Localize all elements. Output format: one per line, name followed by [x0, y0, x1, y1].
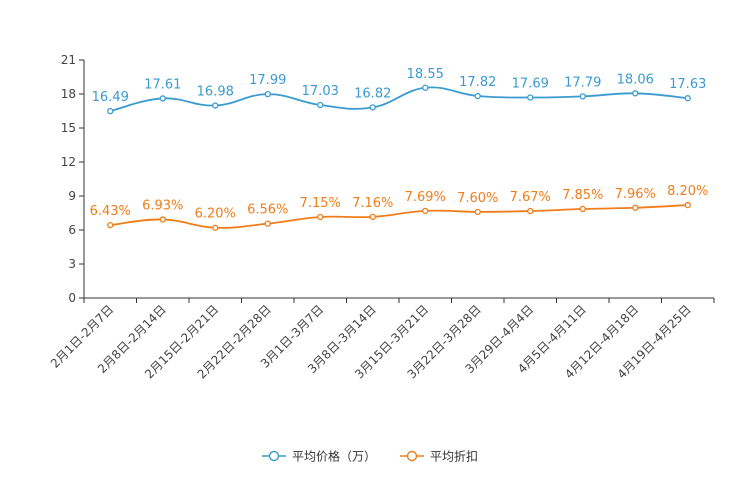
series-line-2 — [110, 204, 688, 229]
data-label: 7.67% — [510, 190, 551, 205]
data-label: 16.49 — [92, 90, 129, 105]
data-point — [107, 107, 114, 115]
y-tick-label: 0 — [68, 291, 76, 305]
data-label: 7.60% — [457, 191, 498, 206]
legend[interactable]: 平均价格（万） 平均折扣 — [262, 449, 478, 464]
data-label: 17.69 — [512, 77, 549, 92]
data-point — [422, 84, 429, 91]
data-label: 17.03 — [302, 84, 339, 99]
data-point — [632, 204, 639, 211]
data-label: 6.56% — [247, 203, 288, 218]
data-label: 16.98 — [197, 85, 234, 100]
data-label: 7.96% — [615, 187, 656, 202]
data-point — [684, 201, 691, 209]
data-label: 17.99 — [249, 73, 286, 88]
data-label: 6.43% — [90, 204, 131, 219]
data-label: 7.16% — [352, 196, 393, 211]
series-line-1 — [110, 86, 688, 112]
legend-marker-circle — [268, 450, 280, 462]
data-point — [317, 213, 324, 221]
data-label: 18.06 — [617, 72, 654, 87]
y-tick-label: 6 — [68, 223, 76, 237]
data-point — [369, 104, 376, 111]
legend-item-2[interactable]: 平均折扣 — [400, 449, 478, 464]
data-point — [474, 208, 481, 216]
legend-label: 平均折扣 — [430, 449, 478, 464]
data-point — [264, 90, 271, 98]
legend-label: 平均价格（万） — [292, 449, 376, 464]
data-label: 17.61 — [144, 77, 181, 92]
series-layer — [107, 84, 691, 231]
data-label: 7.69% — [405, 190, 446, 205]
data-point — [107, 221, 114, 229]
axes: 0369121518212月1日-2月7日2月8日-2月14日2月15日-2月2… — [48, 53, 715, 382]
data-point — [527, 207, 534, 215]
data-point — [527, 94, 534, 101]
data-label: 17.82 — [459, 75, 496, 90]
data-label: 7.85% — [562, 188, 603, 203]
legend-marker-circle — [406, 450, 418, 462]
y-tick-label: 18 — [61, 87, 76, 101]
data-point — [264, 220, 271, 227]
data-label: 7.15% — [300, 196, 341, 211]
data-labels: 16.49 17.61 16.98 17.99 17.03 16.82 18.55 17.82… — [90, 67, 709, 222]
data-point — [159, 95, 166, 102]
data-point — [579, 93, 586, 100]
data-label: 17.63 — [669, 77, 706, 92]
legend-item-1[interactable]: 平均价格（万） — [262, 449, 376, 464]
data-point — [212, 224, 219, 231]
data-point — [369, 213, 376, 221]
data-point — [632, 90, 639, 97]
data-label: 17.79 — [564, 75, 601, 90]
data-label: 18.55 — [407, 67, 444, 82]
data-point — [474, 92, 481, 100]
data-point — [212, 102, 219, 109]
data-point — [422, 207, 429, 214]
data-label: 6.20% — [195, 207, 236, 222]
data-point — [579, 205, 586, 213]
data-point — [159, 216, 166, 223]
data-label: 16.82 — [354, 86, 391, 101]
data-label: 8.20% — [667, 184, 708, 199]
data-point — [684, 95, 691, 102]
data-point — [317, 101, 324, 109]
y-tick-label: 15 — [61, 121, 76, 135]
y-tick-label: 12 — [61, 155, 76, 169]
y-tick-label: 9 — [68, 189, 76, 203]
y-tick-label: 3 — [68, 257, 76, 271]
data-label: 6.93% — [142, 198, 183, 213]
y-tick-label: 21 — [61, 53, 76, 67]
